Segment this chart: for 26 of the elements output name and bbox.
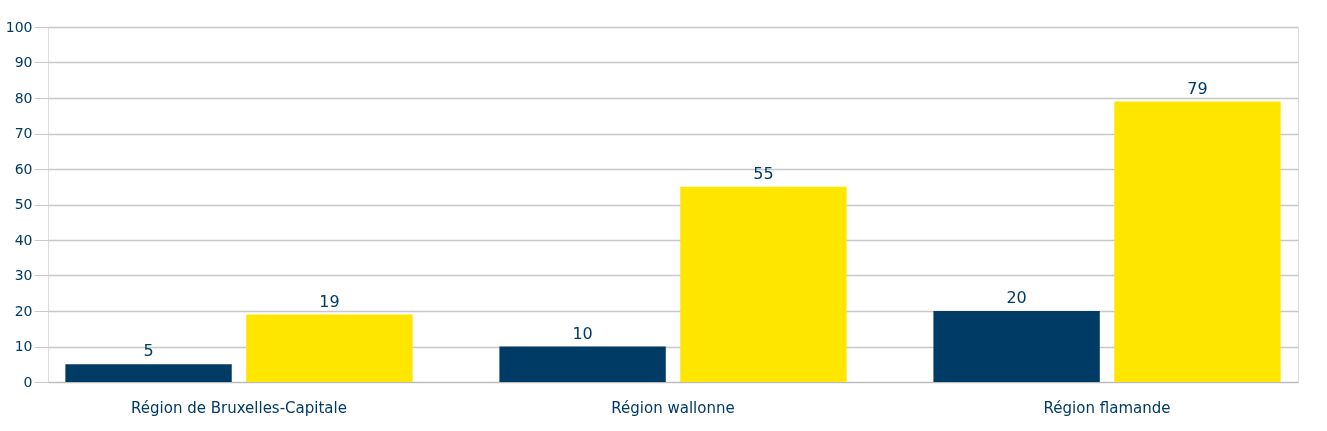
y-tick-label: 100 (5, 18, 33, 35)
y-tick-label: 10 (14, 338, 33, 354)
bar (246, 314, 413, 382)
y-tick-label: 20 (14, 302, 33, 319)
y-tick-label: 90 (14, 54, 33, 70)
y-tick-label: 0 (23, 373, 33, 390)
data-label: 79 (1187, 78, 1208, 98)
data-label: 5 (143, 341, 154, 361)
x-tick-label: Région de Bruxelles-Capitale (131, 398, 347, 417)
x-tick-label: Région flamande (1043, 398, 1171, 417)
data-label: 55 (753, 163, 774, 183)
y-tick-label: 60 (14, 160, 33, 177)
bar (65, 364, 232, 382)
y-tick-label: 50 (14, 196, 33, 212)
data-label: 20 (1006, 288, 1027, 307)
y-tick-label: 80 (14, 89, 33, 106)
y-tick-label: 30 (14, 267, 33, 283)
y-tick-label: 40 (14, 231, 33, 248)
x-tick-label: Région wallonne (611, 398, 735, 417)
bar (680, 186, 847, 382)
bar (1114, 101, 1281, 382)
y-tick-label: 70 (14, 125, 33, 141)
data-label: 19 (319, 291, 340, 311)
bar (933, 311, 1100, 382)
data-label: 10 (572, 323, 593, 343)
bar (499, 346, 666, 382)
